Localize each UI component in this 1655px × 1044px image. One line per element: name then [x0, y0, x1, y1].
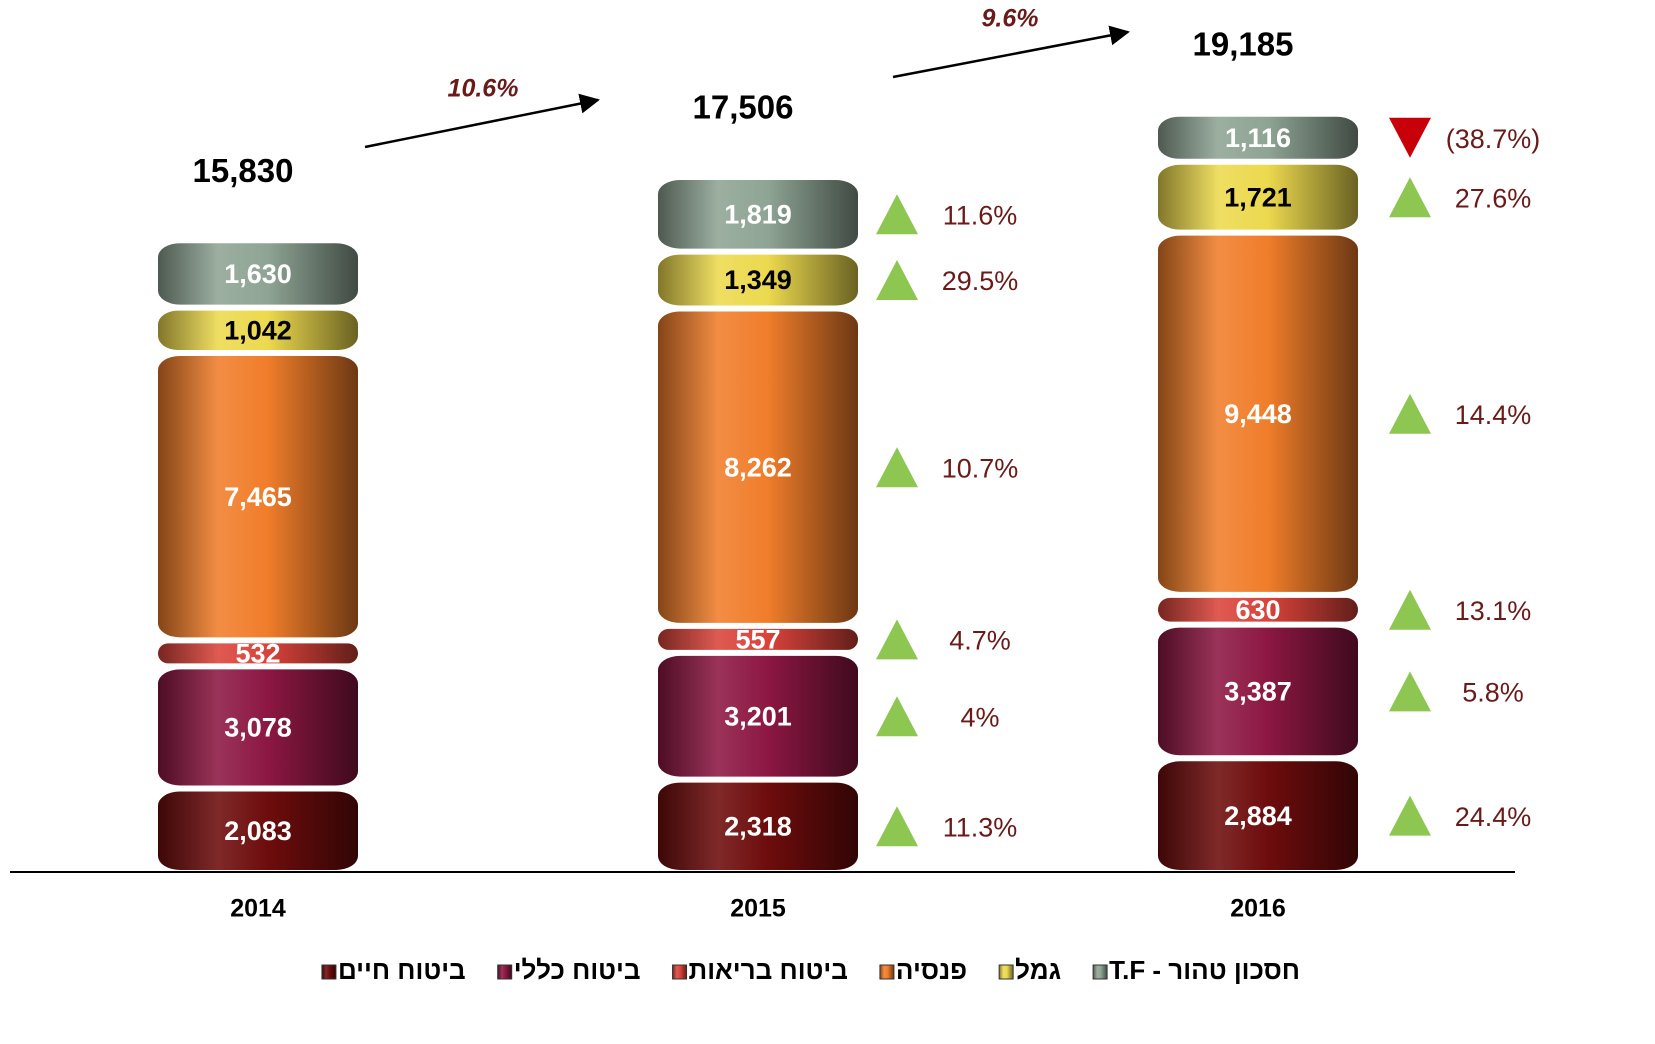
bar-segment	[1158, 164, 1358, 230]
bar-segment	[1158, 235, 1358, 592]
change-label: 4%	[960, 702, 999, 732]
change-label: 11.6%	[943, 200, 1018, 230]
bar-segment	[158, 643, 358, 664]
value-label: 630	[1235, 595, 1280, 625]
legend-swatch	[1092, 964, 1108, 980]
change-label: 27.6%	[1455, 183, 1532, 213]
change-marker	[1389, 795, 1431, 836]
change-marker	[1389, 589, 1431, 630]
legend-label: ביטוח כללי	[514, 955, 641, 985]
x-tick-label: 2016	[1230, 895, 1286, 923]
bar-segment	[158, 310, 358, 350]
bar-segment	[158, 791, 358, 870]
change-marker	[1389, 671, 1431, 712]
value-label: 1,819	[724, 199, 792, 229]
change-label: 4.7%	[949, 626, 1011, 656]
legend-swatch	[497, 964, 513, 980]
change-label: 29.5%	[942, 266, 1019, 296]
bar-segment	[158, 669, 358, 786]
value-label: 1,116	[1225, 123, 1291, 153]
value-label: 1,042	[224, 315, 292, 345]
bar-segment	[1158, 116, 1358, 159]
total-label: 19,185	[1193, 25, 1294, 62]
total-label: 15,830	[193, 152, 294, 189]
change-marker	[876, 194, 918, 235]
bar-segment	[158, 355, 358, 638]
value-label: 7,465	[224, 482, 292, 512]
legend-label: חסכון טהור - T.F	[1109, 955, 1300, 985]
legend-label: ביטוח חיים	[338, 955, 466, 985]
change-label: 14.4%	[1455, 400, 1532, 430]
bar-segment	[658, 311, 858, 623]
value-label: 3,387	[1224, 677, 1292, 707]
total-label: 17,506	[693, 89, 794, 126]
value-label: 2,884	[1224, 801, 1292, 831]
legend-swatch	[321, 964, 337, 980]
bar-segment	[658, 628, 858, 650]
bar-segment	[658, 254, 858, 306]
growth-label: 10.6%	[448, 75, 519, 103]
bar-segment	[658, 180, 858, 249]
value-label: 2,318	[724, 811, 792, 841]
change-marker	[1389, 393, 1431, 434]
bar-segment	[1158, 597, 1358, 622]
change-label: 11.3%	[943, 812, 1018, 842]
value-label: 9,448	[1224, 399, 1292, 429]
value-label: 3,078	[224, 713, 292, 743]
bar-segment	[658, 655, 858, 777]
value-label: 3,201	[724, 701, 792, 731]
value-label: 1,630	[224, 259, 292, 289]
change-marker	[876, 696, 918, 737]
change-marker	[1389, 117, 1431, 158]
change-marker	[1389, 177, 1431, 218]
value-label: 1,349	[724, 265, 792, 295]
change-marker	[876, 447, 918, 488]
value-label: 2,083	[224, 816, 292, 846]
x-tick-label: 2015	[730, 895, 786, 923]
x-tick-label: 2014	[230, 895, 286, 923]
change-marker	[876, 260, 918, 301]
change-marker	[876, 619, 918, 660]
value-label: 8,262	[724, 452, 792, 482]
legend-swatch	[672, 964, 688, 980]
value-label: 1,721	[1224, 182, 1292, 212]
legend-label: פנסיה	[896, 955, 967, 985]
change-marker	[876, 806, 918, 847]
change-label: 5.8%	[1462, 678, 1524, 708]
growth-arrow	[364, 93, 600, 149]
change-label: 10.7%	[942, 453, 1019, 483]
change-label: 24.4%	[1455, 802, 1532, 832]
bar-segment	[1158, 627, 1358, 756]
bar-segment	[158, 243, 358, 305]
legend-swatch	[879, 964, 895, 980]
change-label: (38.7%)	[1446, 124, 1541, 154]
change-label: 13.1%	[1455, 596, 1532, 626]
legend-swatch	[998, 964, 1014, 980]
bar-segment	[658, 782, 858, 870]
legend-label: ביטוח בריאות	[689, 955, 848, 985]
growth-label: 9.6%	[982, 5, 1039, 33]
value-label: 532	[235, 639, 280, 669]
value-label: 557	[735, 625, 780, 655]
bar-segment	[1158, 761, 1358, 870]
growth-arrow	[892, 25, 1130, 79]
legend-label: גמל	[1015, 955, 1061, 985]
